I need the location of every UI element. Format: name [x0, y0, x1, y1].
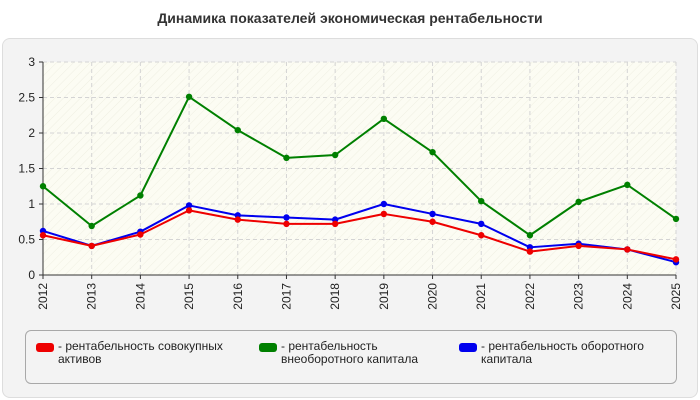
data-point: [185, 202, 193, 209]
data-point: [429, 218, 436, 225]
data-point: [39, 183, 47, 190]
x-tick-label: 2014: [133, 283, 147, 310]
data-point: [526, 232, 534, 239]
x-tick-label: 2025: [669, 283, 683, 310]
data-point: [429, 210, 436, 218]
series-line: [42, 95, 677, 237]
series-line: [42, 209, 677, 261]
data-point: [185, 207, 193, 214]
legend-label-total-assets: - рентабельность совокупных активов: [58, 339, 223, 366]
legend-swatch-noncurrent-capital: [259, 343, 277, 352]
data-point: [380, 115, 388, 123]
y-tick-label: 3: [28, 55, 35, 69]
x-tick-label: 2024: [620, 283, 634, 310]
legend-label-noncurrent-capital: - рентабельность внеоборотного капитала: [281, 339, 418, 366]
chart-title: Динамика показателей экономическая рента…: [157, 10, 543, 26]
x-tick-label: 2016: [231, 283, 245, 310]
y-tick-label: 2.5: [18, 91, 35, 105]
legend-label-working-capital: - рентабельность оборотного капитала: [481, 339, 644, 366]
x-tick-label: 2015: [182, 283, 196, 310]
data-point: [283, 154, 290, 162]
data-point: [672, 256, 680, 263]
data-point: [331, 220, 339, 228]
data-point: [380, 200, 388, 208]
x-tick-label: 2022: [523, 283, 537, 310]
data-point: [283, 220, 290, 228]
data-point: [624, 181, 631, 189]
data-point: [234, 126, 241, 134]
x-tick-label: 2013: [85, 283, 99, 310]
data-point: [575, 242, 582, 250]
data-point: [672, 215, 680, 223]
x-tick-label: 2018: [328, 283, 342, 310]
data-point: [331, 151, 339, 159]
x-tick-label: 2012: [36, 283, 50, 310]
x-tick-label: 2023: [572, 283, 586, 310]
y-tick-label: 2: [28, 126, 35, 140]
series-line: [42, 203, 677, 264]
data-point: [88, 222, 95, 230]
y-tick-label: 1.5: [18, 162, 35, 176]
data-point: [185, 93, 193, 100]
data-point: [88, 242, 95, 250]
data-point: [478, 197, 485, 205]
x-tick-label: 2020: [426, 283, 440, 310]
data-point: [39, 232, 47, 239]
grid-lines: [43, 61, 677, 275]
legend: - рентабельность совокупных активов - ре…: [25, 330, 677, 384]
data-point: [283, 214, 290, 221]
data-point: [478, 220, 485, 228]
x-tick-label: 2019: [377, 283, 391, 310]
x-tick-label: 2017: [279, 283, 293, 310]
data-point: [380, 210, 388, 218]
legend-swatch-working-capital: [459, 343, 477, 352]
data-point: [478, 232, 485, 239]
data-point: [234, 216, 241, 223]
data-point: [526, 248, 534, 255]
y-tick-label: 0.5: [18, 233, 35, 247]
y-tick-label: 0: [28, 268, 35, 282]
legend-swatch-total-assets: [36, 343, 54, 352]
series-layer: [39, 93, 680, 266]
data-point: [575, 198, 582, 206]
y-tick-label: 1: [28, 197, 35, 211]
data-point: [137, 231, 144, 238]
x-tick-label: 2021: [474, 283, 488, 310]
data-point: [429, 148, 436, 156]
data-point: [624, 246, 631, 253]
data-point: [137, 192, 144, 199]
axes: 0 0.5 1 1.5 2 2.5 3 2012 2013 2014 2015 2016 2017 201…: [18, 55, 683, 310]
